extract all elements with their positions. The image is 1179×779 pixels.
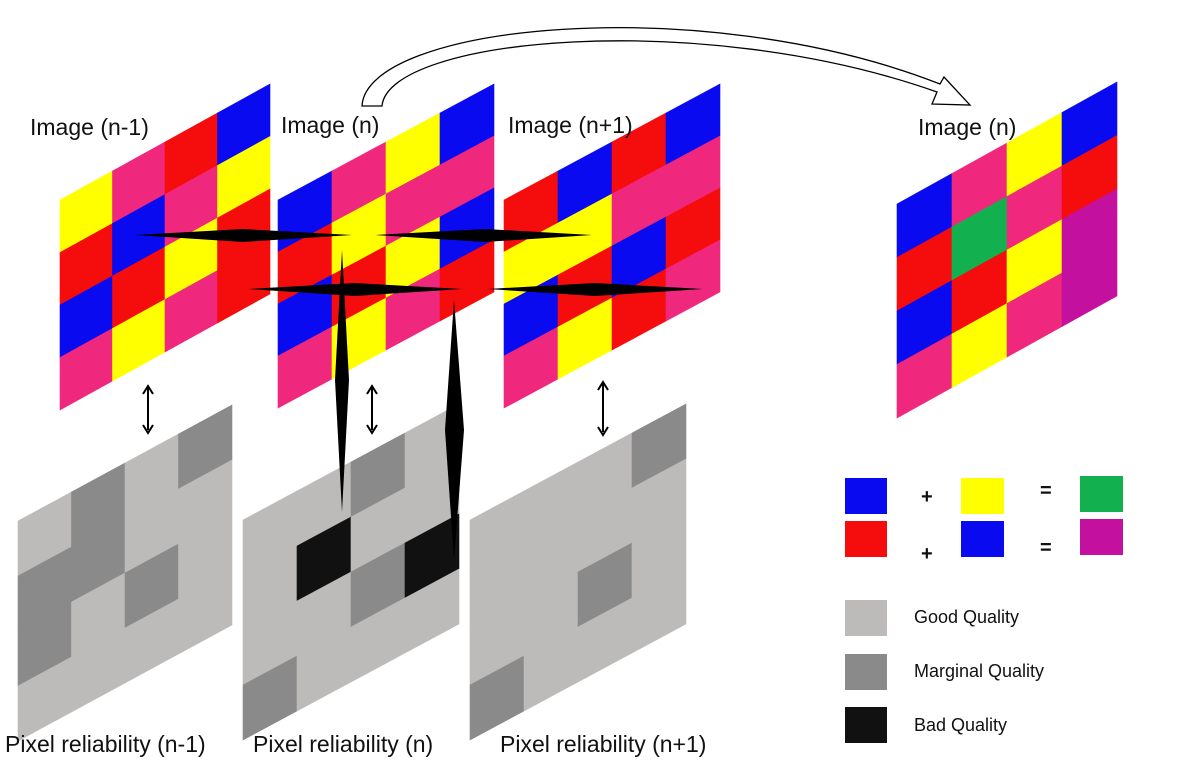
reliability-map-0-grid [17, 404, 233, 742]
link-marker-horizontal [135, 229, 352, 242]
image-label-n-1: Image (n-1) [30, 114, 149, 140]
image-3-cell-magenta [1061, 241, 1118, 328]
reliability-map-2-grid [469, 403, 687, 741]
link-marker-horizontal [248, 283, 462, 296]
legend-label-marginal-quality: Marginal Quality [914, 661, 1044, 681]
legend-swatch-blue [845, 478, 887, 514]
legend-swatch-red [845, 521, 887, 557]
correspondence-arrows [142, 380, 609, 437]
legend-swatch-bad-quality [845, 707, 887, 743]
image-3-grid [896, 81, 1118, 419]
reliability-map-0-cell-good [178, 569, 233, 655]
image-0-cell-red [217, 240, 271, 324]
legend-swatch-blue [961, 521, 1004, 557]
reliability-label-n+1: Pixel reliability (n+1) [500, 731, 706, 757]
legend-label-bad-quality: Bad Quality [914, 715, 1007, 735]
legend-swatch-magenta [1080, 519, 1123, 555]
double-arrow-n+1 [597, 380, 609, 437]
image-1-cell-red [439, 239, 495, 322]
legend-swatch-marginal-quality [845, 654, 887, 690]
legend-equals-sign: = [1040, 480, 1052, 502]
reliability-label-n: Pixel reliability (n) [253, 731, 433, 757]
reliability-maps [17, 403, 687, 742]
double-arrow-n-1 [142, 384, 154, 435]
legend-plus-sign: + [921, 543, 933, 565]
color-combination-legend: + = + = [845, 476, 1123, 565]
image-label-n+1: Image (n+1) [508, 112, 633, 138]
reliability-map-1-grid [242, 403, 460, 741]
link-marker-vertical [335, 250, 349, 512]
legend-equals-sign: = [1040, 537, 1052, 559]
reliability-map-2-cell-good [631, 568, 687, 654]
image-label-n: Image (n) [281, 112, 379, 138]
image-2-cell-pink [665, 239, 721, 322]
quality-legend: Good Quality Marginal Quality Bad Qualit… [845, 600, 1044, 743]
legend-swatch-good-quality [845, 600, 887, 636]
link-marker-horizontal [487, 283, 703, 296]
legend-swatch-yellow [961, 478, 1004, 514]
legend-plus-sign: + [921, 486, 933, 508]
image-label-result: Image (n) [918, 114, 1016, 140]
link-marker-horizontal [375, 229, 592, 242]
double-arrow-n [366, 384, 378, 435]
reliability-map-1-cell-good [404, 568, 460, 654]
reliability-label-n-1: Pixel reliability (n-1) [5, 731, 206, 757]
image-0-grid [59, 83, 271, 411]
link-marker-vertical [445, 300, 464, 560]
legend-label-good-quality: Good Quality [914, 607, 1019, 627]
legend-swatch-green [1080, 476, 1123, 512]
pixel-link-markers [135, 229, 703, 560]
curved-result-arrow [361, 27, 972, 107]
